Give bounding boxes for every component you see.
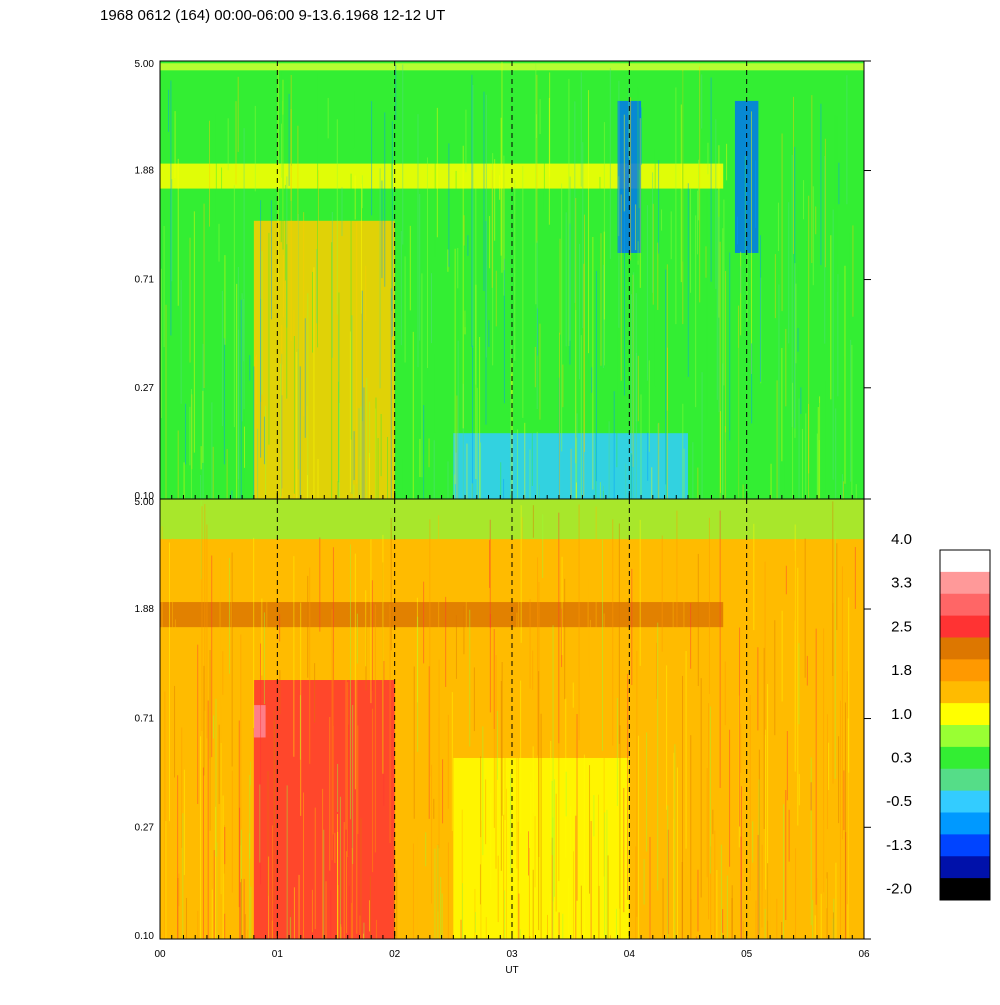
colorbar-swatch: [940, 856, 990, 879]
colorbar-swatch: [940, 615, 990, 638]
y-tick-label: 0.27: [135, 383, 155, 394]
heatmap-feature: [253, 705, 266, 738]
y-tick-label: 0.27: [135, 822, 155, 833]
heatmap-texture: [161, 500, 858, 939]
colorbar-swatch: [940, 725, 990, 748]
colorbar-swatch: [940, 659, 990, 682]
heatmap-feature: [734, 100, 759, 253]
colorbar-label: -1.3: [886, 837, 912, 854]
colorbar-label: -2.0: [886, 881, 912, 898]
panels-group: 5.001.880.710.270.105.001.880.710.270.10…: [135, 59, 871, 976]
colorbar-label: -0.5: [886, 793, 912, 810]
y-tick-label: 1.88: [135, 166, 155, 177]
colorbar-swatch: [940, 812, 990, 835]
x-tick-label: 00: [154, 949, 166, 960]
colorbar-swatch: [940, 637, 990, 660]
x-tick-label: 02: [389, 949, 401, 960]
heatmap-feature: [253, 220, 395, 499]
colorbar-swatch: [940, 834, 990, 857]
x-tick-label: 01: [272, 949, 284, 960]
colorbar: 4.0 3.3 2.5 1.8 1.0 0.3 -0.5 -1.3 -2.0: [886, 531, 991, 901]
heatmap-feature: [160, 602, 724, 628]
y-tick-label: 5.00: [135, 497, 155, 508]
colorbar-swatch: [940, 703, 990, 726]
colorbar-label: 3.3: [891, 575, 912, 592]
colorbar-swatch: [940, 593, 990, 617]
heatmap-feature: [253, 680, 395, 939]
colorbar-label: 0.3: [891, 750, 912, 767]
colorbar-label: 1.8: [891, 662, 912, 679]
x-tick-label: 03: [506, 949, 518, 960]
colorbar-swatch: [940, 878, 990, 901]
x-axis-label: UT: [505, 965, 518, 976]
y-tick-label: 5.00: [135, 59, 155, 70]
panel-upper: 5.00 1.88 0.71 0.27 0.10: [135, 59, 871, 502]
chart-title: 1968 0612 (164) 00:00-06:00 9-13.6.1968 …: [100, 7, 445, 24]
colorbar-label: 2.5: [891, 618, 912, 635]
colorbar-swatch: [940, 746, 990, 770]
heatmap-feature: [160, 63, 864, 71]
colorbar-label: 4.0: [891, 531, 912, 548]
heatmap-texture: [160, 61, 861, 499]
colorbar-label: 1.0: [891, 706, 912, 723]
y-tick-label: 0.10: [135, 491, 155, 502]
y-tick-label: 1.88: [135, 604, 155, 615]
y-tick-label: 0.71: [135, 275, 155, 286]
panel-lower: 5.00 1.88 0.71 0.27 0.10 00 01 02 03 04 05 06 UT: [135, 497, 871, 976]
x-tick-label: 05: [741, 949, 753, 960]
x-tick-label: 04: [624, 949, 636, 960]
colorbar-frame: [939, 549, 991, 901]
colorbar-swatch: [940, 790, 990, 813]
colorbar-swatch: [940, 768, 990, 792]
colorbar-swatch: [940, 681, 990, 704]
colorbar-swatch: [940, 571, 990, 595]
y-tick-label: 0.10: [135, 931, 155, 942]
heatmap-feature: [617, 100, 642, 253]
y-tick-label: 0.71: [135, 714, 155, 725]
heatmap-feature: [453, 757, 630, 939]
colorbar-swatch: [940, 550, 990, 573]
heatmap-feature: [453, 433, 688, 499]
x-tick-label: 06: [858, 949, 870, 960]
